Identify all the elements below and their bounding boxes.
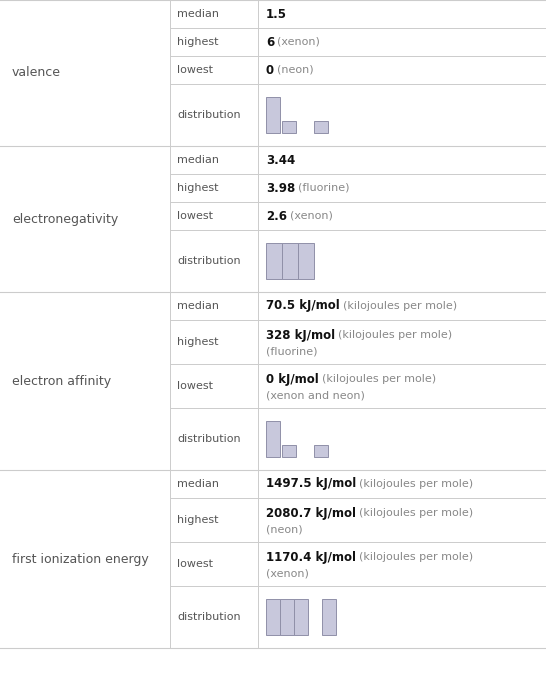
Text: lowest: lowest	[177, 211, 213, 221]
Text: (xenon): (xenon)	[290, 211, 333, 221]
Text: highest: highest	[177, 337, 218, 347]
Text: 1170.4 kJ/mol: 1170.4 kJ/mol	[266, 551, 356, 564]
Text: (xenon): (xenon)	[277, 37, 320, 47]
Bar	[322, 599, 336, 635]
Text: distribution: distribution	[177, 612, 241, 622]
Text: highest: highest	[177, 37, 218, 47]
Text: highest: highest	[177, 515, 218, 525]
Bar	[298, 243, 314, 279]
Text: median: median	[177, 479, 219, 489]
Text: electron affinity: electron affinity	[12, 374, 111, 387]
Text: electronegativity: electronegativity	[12, 213, 118, 226]
Text: median: median	[177, 9, 219, 19]
Text: highest: highest	[177, 183, 218, 193]
Text: distribution: distribution	[177, 256, 241, 266]
Text: 2.6: 2.6	[266, 210, 287, 222]
Text: distribution: distribution	[177, 110, 241, 120]
Bar	[282, 243, 298, 279]
Text: median: median	[177, 155, 219, 165]
Bar	[266, 599, 280, 635]
Text: 0: 0	[266, 63, 274, 76]
Text: 1497.5 kJ/mol: 1497.5 kJ/mol	[266, 477, 356, 491]
Bar	[314, 445, 328, 457]
Bar	[266, 97, 280, 133]
Text: 70.5 kJ/mol: 70.5 kJ/mol	[266, 299, 340, 312]
Text: first ionization energy: first ionization energy	[12, 552, 149, 566]
Text: (kilojoules per mole): (kilojoules per mole)	[322, 374, 436, 385]
Text: (kilojoules per mole): (kilojoules per mole)	[359, 508, 473, 518]
Text: (kilojoules per mole): (kilojoules per mole)	[338, 330, 452, 341]
Text: (neon): (neon)	[266, 525, 302, 535]
Text: (kilojoules per mole): (kilojoules per mole)	[359, 552, 473, 562]
Text: distribution: distribution	[177, 434, 241, 444]
Text: lowest: lowest	[177, 559, 213, 569]
Text: lowest: lowest	[177, 381, 213, 391]
Bar	[282, 121, 296, 133]
Text: 0 kJ/mol: 0 kJ/mol	[266, 373, 319, 386]
Text: 3.44: 3.44	[266, 153, 295, 166]
Text: (fluorine): (fluorine)	[266, 347, 318, 356]
Text: (xenon and neon): (xenon and neon)	[266, 391, 365, 400]
Bar	[266, 421, 280, 457]
Text: 328 kJ/mol: 328 kJ/mol	[266, 329, 335, 342]
Bar	[282, 445, 296, 457]
Text: (kilojoules per mole): (kilojoules per mole)	[359, 479, 473, 489]
Text: median: median	[177, 301, 219, 311]
Text: valence: valence	[12, 67, 61, 80]
Text: (xenon): (xenon)	[266, 569, 309, 579]
Bar	[266, 243, 282, 279]
Bar	[294, 599, 308, 635]
Text: (neon): (neon)	[277, 65, 314, 75]
Text: 1.5: 1.5	[266, 8, 287, 21]
Text: (kilojoules per mole): (kilojoules per mole)	[343, 301, 457, 311]
Bar	[314, 121, 328, 133]
Text: 6: 6	[266, 36, 274, 48]
Text: 2080.7 kJ/mol: 2080.7 kJ/mol	[266, 507, 356, 520]
Text: (fluorine): (fluorine)	[298, 183, 350, 193]
Text: lowest: lowest	[177, 65, 213, 75]
Bar	[280, 599, 294, 635]
Text: 3.98: 3.98	[266, 182, 295, 195]
